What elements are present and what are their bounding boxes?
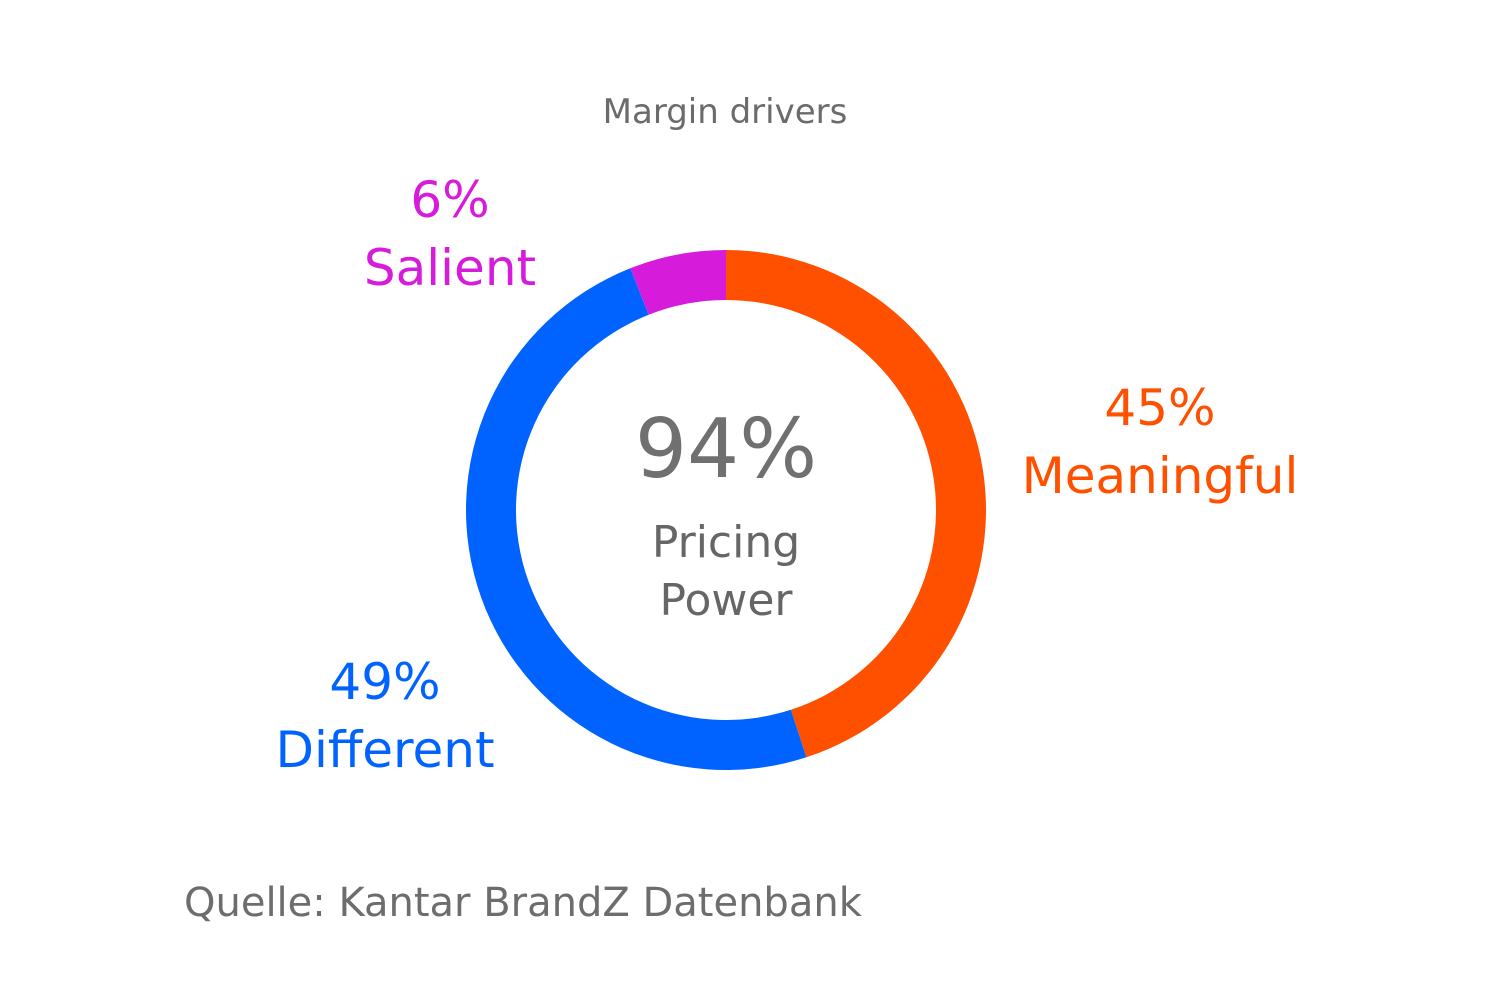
slice-name-meaningful: Meaningful <box>1021 447 1299 505</box>
slice-label-salient: 6% Salient <box>330 166 570 302</box>
donut-slices <box>465 250 987 771</box>
center-label-line-1: Pricing <box>651 517 801 568</box>
donut-slice-different <box>465 268 807 771</box>
center-label-line-2: Power <box>659 575 793 626</box>
slice-label-different: 49% Different <box>250 648 520 784</box>
donut-slice-salient <box>630 250 726 315</box>
slice-percent-salient: 6% <box>410 171 490 229</box>
donut-slice-meaningful <box>726 250 987 758</box>
center-value: 94% <box>634 402 818 497</box>
slice-name-salient: Salient <box>363 239 537 297</box>
slice-name-different: Different <box>275 721 495 779</box>
center-label: Pricing Power <box>526 514 926 630</box>
slice-percent-different: 49% <box>329 653 441 711</box>
slice-label-meaningful: 45% Meaningful <box>1000 374 1320 510</box>
chart-title: Margin drivers <box>602 92 848 132</box>
slice-percent-meaningful: 45% <box>1104 379 1216 437</box>
source-note: Quelle: Kantar BrandZ Datenbank <box>184 880 862 926</box>
